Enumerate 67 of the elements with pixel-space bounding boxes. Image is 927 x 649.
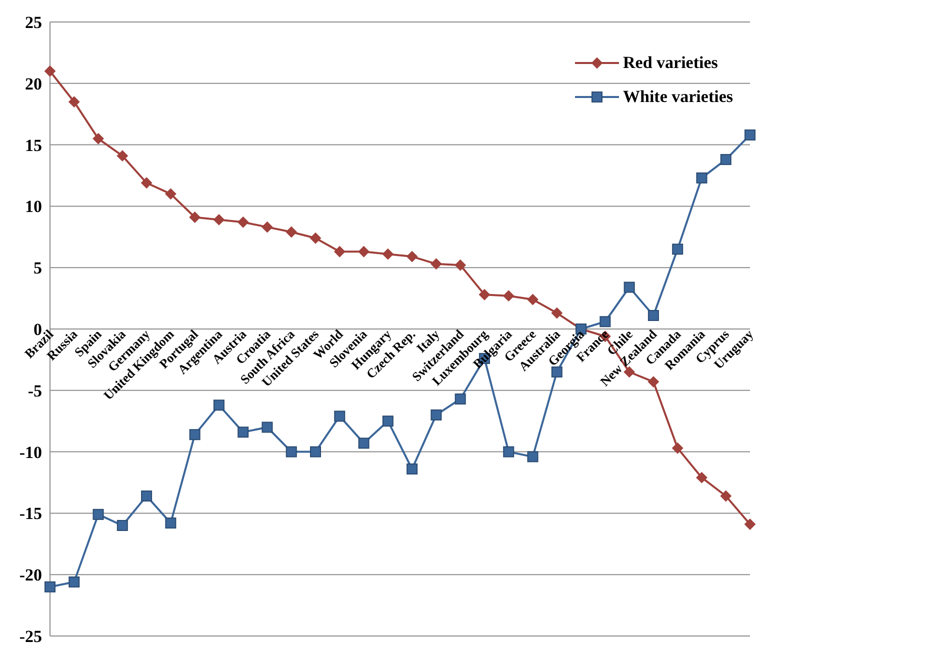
point (527, 451, 538, 462)
point (286, 226, 297, 238)
y-tick-label: -25 (19, 627, 42, 646)
y-tick-label: 10 (25, 197, 42, 216)
y-tick-label: 5 (34, 258, 42, 278)
point (334, 410, 346, 422)
y-tick-label: 15 (25, 136, 42, 155)
point (238, 426, 249, 438)
point (262, 222, 273, 233)
point (672, 442, 684, 454)
point (624, 366, 635, 378)
point (503, 290, 514, 302)
point (600, 316, 611, 328)
point (310, 446, 322, 458)
point (189, 429, 200, 440)
point (44, 581, 56, 592)
point (551, 308, 562, 319)
point (141, 490, 152, 502)
point (68, 576, 80, 588)
point (406, 251, 418, 262)
point (430, 409, 442, 420)
y-tick-label: -20 (19, 566, 42, 585)
point (624, 282, 635, 293)
point (92, 133, 104, 144)
point (382, 248, 394, 260)
point (334, 246, 346, 258)
point (454, 260, 466, 271)
point (116, 520, 128, 531)
point (165, 188, 176, 200)
y-tick-label: -5 (28, 381, 42, 400)
point (44, 66, 56, 77)
point (696, 472, 708, 484)
point (213, 400, 224, 411)
point (648, 376, 659, 388)
point (262, 422, 273, 433)
point (720, 490, 732, 502)
point (720, 154, 732, 166)
point (189, 212, 200, 223)
y-tick-label: 25 (25, 13, 42, 32)
y-tick-label: -15 (19, 504, 42, 524)
point (92, 508, 104, 520)
point (358, 246, 370, 258)
point (165, 518, 176, 529)
y-tick-label: 20 (25, 74, 42, 94)
legend-label: Red varieties (623, 52, 718, 74)
point (68, 96, 80, 108)
point (744, 518, 756, 530)
legend-label: White varieties (623, 86, 733, 108)
point (503, 446, 514, 458)
point (744, 129, 756, 140)
point (696, 172, 708, 184)
point (358, 438, 370, 449)
point (454, 393, 466, 404)
point (238, 216, 249, 228)
point (310, 232, 322, 244)
point (648, 310, 659, 321)
point (478, 289, 490, 300)
point (672, 244, 684, 255)
point (382, 416, 394, 427)
point (406, 463, 418, 474)
point (527, 294, 538, 306)
point (116, 150, 128, 162)
y-tick-label: -10 (19, 442, 42, 462)
point (141, 177, 152, 188)
point (430, 258, 442, 270)
point (286, 446, 297, 458)
point (213, 214, 224, 226)
